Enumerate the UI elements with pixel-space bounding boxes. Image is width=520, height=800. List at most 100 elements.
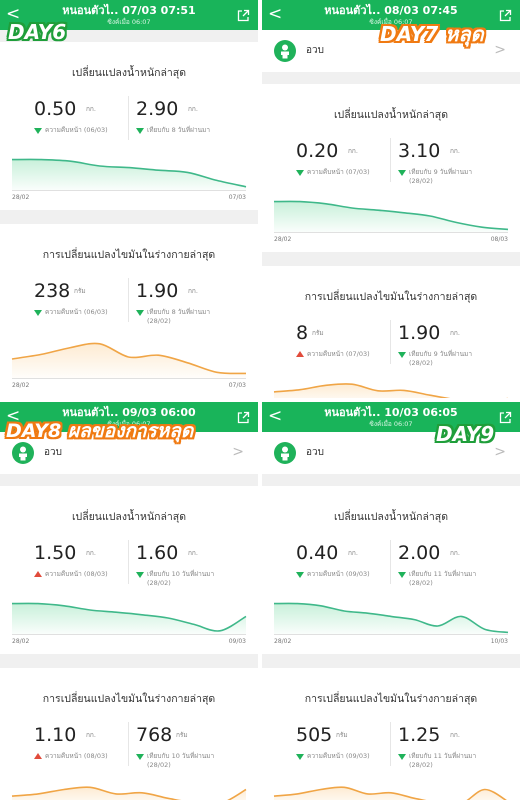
weight-chart-start-date: 28/02	[12, 194, 30, 201]
fat-chart-end-date: 07/03	[228, 382, 246, 389]
fat-m2-caption-date: (28/02)	[147, 761, 171, 769]
triangle-down-icon	[34, 310, 42, 316]
fat-card-title: การเปลี่ยนแปลงไขมันในร่างกายล่าสุด	[304, 291, 478, 303]
fat-m1-unit: กรัม	[312, 329, 324, 337]
weight-chart-end-date: 07/03	[228, 194, 246, 201]
triangle-down-icon	[136, 128, 144, 134]
triangle-down-icon	[398, 170, 406, 176]
weight-m1-value: 1.50	[34, 542, 77, 564]
weight-card-title: เปลี่ยนแปลงน้ำหนักล่าสุด	[71, 511, 187, 523]
fat-m2-caption-date: (28/02)	[409, 359, 433, 367]
chevron-left-icon[interactable]: <	[268, 4, 283, 24]
app-header: < หนอนตัวไ.. 07/03 07:51 ซิงค์เมื่อ 06:07	[0, 0, 258, 30]
fat-card[interactable]: การเปลี่ยนแปลงไขมันในร่างกายล่าสุด 505 กรั…	[262, 668, 520, 800]
weight-trend-area	[12, 159, 246, 190]
user-profile-row[interactable]: อวบ >	[262, 432, 520, 474]
day-overlay-caption: DAY9	[436, 422, 495, 446]
user-profile-row[interactable]: อวบ >	[0, 432, 258, 474]
triangle-up-icon	[296, 351, 304, 357]
weight-m2-value: 1.60	[136, 542, 179, 564]
triangle-down-icon	[296, 170, 304, 176]
fat-m1-value: 238	[34, 280, 71, 302]
weight-metric-separator	[128, 540, 129, 584]
triangle-up-icon	[34, 753, 42, 759]
chevron-left-icon[interactable]: <	[6, 406, 21, 426]
fat-m2-unit: กรัม	[176, 731, 188, 739]
weight-card[interactable]: เปลี่ยนแปลงน้ำหนักล่าสุด 0.20 กก. ความคืบหน…	[262, 84, 520, 252]
fat-m2-caption: เทียบกับ 11 วันที่ผ่านมา	[409, 752, 477, 760]
fat-card[interactable]: การเปลี่ยนแปลงไขมันในร่างกายล่าสุด 8 กรัมค…	[262, 266, 520, 398]
weight-m1-unit: กก.	[86, 549, 96, 557]
chevron-right-icon: >	[232, 444, 244, 460]
fat-card[interactable]: การเปลี่ยนแปลงไขมันในร่างกายล่าสุด 1.10 กก…	[0, 668, 258, 800]
person-icon	[274, 40, 296, 62]
fat-m2-value: 1.90	[136, 280, 179, 302]
triangle-up-icon	[34, 571, 42, 577]
weight-trend-chart: 28/02 08/03	[262, 194, 520, 248]
fat-trend-chart: 28/02 07/03	[0, 334, 258, 394]
weight-card[interactable]: เปลี่ยนแปลงน้ำหนักล่าสุด 1.50 กก. ความคืบหน…	[0, 486, 258, 654]
triangle-down-icon	[398, 352, 406, 358]
header-sync-time: ซิงค์เมื่อ 06:07	[107, 420, 151, 428]
weight-metric-separator	[128, 96, 129, 140]
fat-m1-unit: กรัม	[74, 287, 86, 295]
fat-m2-unit: กก.	[450, 329, 460, 337]
fat-m1-value: 8	[296, 322, 309, 344]
share-icon[interactable]	[499, 409, 512, 424]
weight-trend-svg	[11, 158, 247, 191]
weight-card[interactable]: เปลี่ยนแปลงน้ำหนักล่าสุด 0.40 กก. ความคืบหน…	[262, 486, 520, 654]
chevron-right-icon: >	[494, 42, 506, 58]
weight-trend-line	[11, 602, 247, 632]
triangle-down-icon	[398, 572, 406, 578]
fat-trend-svg	[11, 342, 247, 379]
weight-m1-caption: ความคืบหน้า (06/03)	[45, 126, 108, 134]
triangle-down-icon	[296, 754, 304, 760]
fat-m2-value: 1.25	[398, 724, 441, 746]
fat-m1-caption: ความคืบหน้า (09/03)	[307, 752, 370, 760]
weight-chart-end-date: 08/03	[490, 236, 508, 243]
weight-card[interactable]: เปลี่ยนแปลงน้ำหนักล่าสุด 0.50 กก. ความคืบหน…	[0, 42, 258, 210]
header-title: หนอนตัวไ.. 09/03 06:00	[62, 406, 196, 419]
weight-trend-line	[273, 200, 509, 231]
app-screenshot-panel: < หนอนตัวไ.. 08/03 07:45 ซิงค์เมื่อ 06:07 อ…	[262, 0, 520, 398]
weight-chart-end-date: 09/03	[228, 638, 246, 645]
weight-m1-caption: ความคืบหน้า (09/03)	[307, 570, 370, 578]
fat-trend-area	[12, 343, 246, 378]
weight-m1-value: 0.20	[296, 140, 339, 162]
fat-metric-separator	[128, 722, 129, 766]
app-header: < หนอนตัวไ.. 08/03 07:45 ซิงค์เมื่อ 06:07	[262, 0, 520, 30]
fat-m2-caption-date: (28/02)	[147, 317, 171, 325]
fat-card-title: การเปลี่ยนแปลงไขมันในร่างกายล่าสุด	[42, 693, 216, 705]
share-icon[interactable]	[499, 7, 512, 22]
triangle-down-icon	[136, 572, 144, 578]
weight-m1-unit: กก.	[348, 549, 358, 557]
fat-trend-chart	[0, 778, 258, 800]
chevron-left-icon[interactable]: <	[6, 4, 21, 24]
weight-trend-line	[273, 602, 509, 634]
fat-card[interactable]: การเปลี่ยนแปลงไขมันในร่างกายล่าสุด 238 กรั…	[0, 224, 258, 398]
user-profile-row[interactable]: อวบ >	[262, 30, 520, 72]
header-title: หนอนตัวไ.. 08/03 07:45	[324, 4, 458, 17]
share-icon[interactable]	[237, 7, 250, 22]
app-screenshot-panel: < หนอนตัวไ.. 10/03 06:05 ซิงค์เมื่อ 06:07 อ…	[262, 402, 520, 800]
weight-m2-unit: กก.	[450, 147, 460, 155]
app-header: < หนอนตัวไ.. 09/03 06:00 ซิงค์เมื่อ 06:07	[0, 402, 258, 432]
share-icon[interactable]	[237, 409, 250, 424]
fat-card-title: การเปลี่ยนแปลงไขมันในร่างกายล่าสุด	[42, 249, 216, 261]
weight-trend-svg	[273, 602, 509, 635]
fat-metric-separator	[390, 320, 391, 364]
weight-m2-value: 2.00	[398, 542, 441, 564]
person-icon	[12, 442, 34, 464]
weight-card-title: เปลี่ยนแปลงน้ำหนักล่าสุด	[333, 511, 449, 523]
app-header: < หนอนตัวไ.. 10/03 06:05 ซิงค์เมื่อ 06:07	[262, 402, 520, 432]
weight-m2-unit: กก.	[188, 105, 198, 113]
weight-card-title: เปลี่ยนแปลงน้ำหนักล่าสุด	[71, 67, 187, 79]
chevron-right-icon: >	[494, 444, 506, 460]
chevron-left-icon[interactable]: <	[268, 406, 283, 426]
weight-trend-svg	[273, 200, 509, 233]
weight-m1-caption: ความคืบหน้า (08/03)	[45, 570, 108, 578]
weight-chart-start-date: 28/02	[274, 236, 292, 243]
header-title: หนอนตัวไ.. 07/03 07:51	[62, 4, 196, 17]
fat-trend-line	[11, 786, 247, 800]
